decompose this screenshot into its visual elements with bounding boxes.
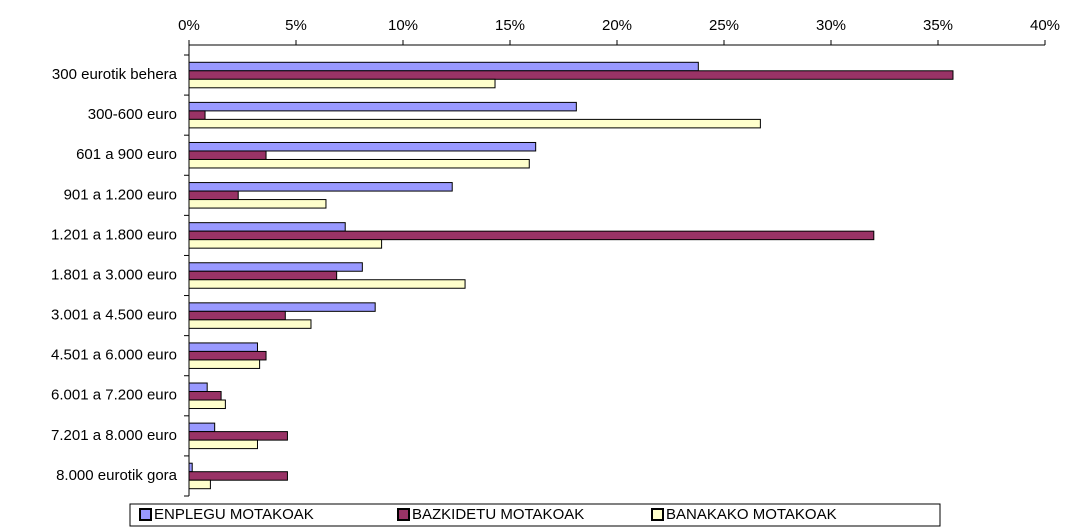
bar: [188, 310, 286, 321]
x-tick-label: 30%: [816, 17, 846, 34]
x-tick-label: 25%: [709, 17, 739, 34]
x-tick-label: 10%: [388, 17, 418, 34]
legend-label: ENPLEGU MOTAKOAK: [154, 506, 314, 523]
bar: [188, 190, 239, 201]
bar: [188, 182, 453, 192]
y-tick-label: 8.000 eurotik gora: [56, 467, 178, 484]
bar: [188, 118, 761, 129]
x-tick-label: 0%: [178, 17, 200, 34]
bar: [188, 422, 216, 433]
legend-label: BAZKIDETU MOTAKOAK: [412, 506, 584, 523]
bar: [188, 150, 267, 160]
x-tick-label: 35%: [923, 17, 953, 34]
bar: [188, 382, 208, 393]
x-tick-label: 15%: [495, 17, 525, 34]
bar: [188, 359, 261, 369]
legend-label: BANAKAKO MOTAKOAK: [666, 506, 837, 523]
x-tick-label: 5%: [285, 17, 307, 34]
bar: [188, 350, 267, 361]
bar: [188, 222, 346, 232]
bar: [188, 141, 537, 152]
x-tick-label: 40%: [1030, 17, 1060, 34]
bar: [188, 101, 577, 112]
bar: [188, 431, 288, 441]
bar: [188, 61, 699, 72]
bar: [188, 471, 288, 481]
bar: [188, 399, 226, 410]
legend-box: [129, 503, 941, 527]
y-tick-label: 901 a 1.200 euro: [64, 186, 177, 203]
bar: [188, 262, 363, 272]
bar: [188, 270, 338, 281]
bar: [188, 279, 466, 289]
x-tick-label: 20%: [602, 17, 632, 34]
bar: [188, 391, 222, 401]
bar: [188, 479, 211, 490]
bar: [188, 70, 954, 80]
y-tick-label: 3.001 a 4.500 euro: [51, 307, 177, 324]
legend-swatch: [139, 508, 152, 521]
y-tick-label: 300-600 euro: [88, 106, 177, 123]
bar: [188, 319, 312, 329]
y-tick-label: 601 a 900 euro: [76, 146, 177, 163]
y-tick-label: 6.001 a 7.200 euro: [51, 387, 177, 404]
bar: [188, 230, 875, 241]
bar: [188, 239, 383, 249]
y-tick-label: 4.501 a 6.000 euro: [51, 347, 177, 364]
bar: [188, 199, 327, 209]
legend-swatch: [397, 508, 410, 521]
bar: [188, 78, 496, 89]
y-tick-label: 1.201 a 1.800 euro: [51, 226, 177, 243]
bar: [188, 439, 258, 450]
bar: [188, 462, 193, 473]
y-tick-label: 7.201 a 8.000 euro: [51, 427, 177, 444]
bar: [188, 342, 258, 352]
bar: [188, 110, 206, 120]
bar: [188, 158, 530, 169]
legend-swatch: [651, 508, 664, 521]
y-tick-label: 300 eurotik behera: [52, 66, 178, 83]
y-tick-label: 1.801 a 3.000 euro: [51, 266, 177, 283]
bar: [188, 302, 376, 312]
